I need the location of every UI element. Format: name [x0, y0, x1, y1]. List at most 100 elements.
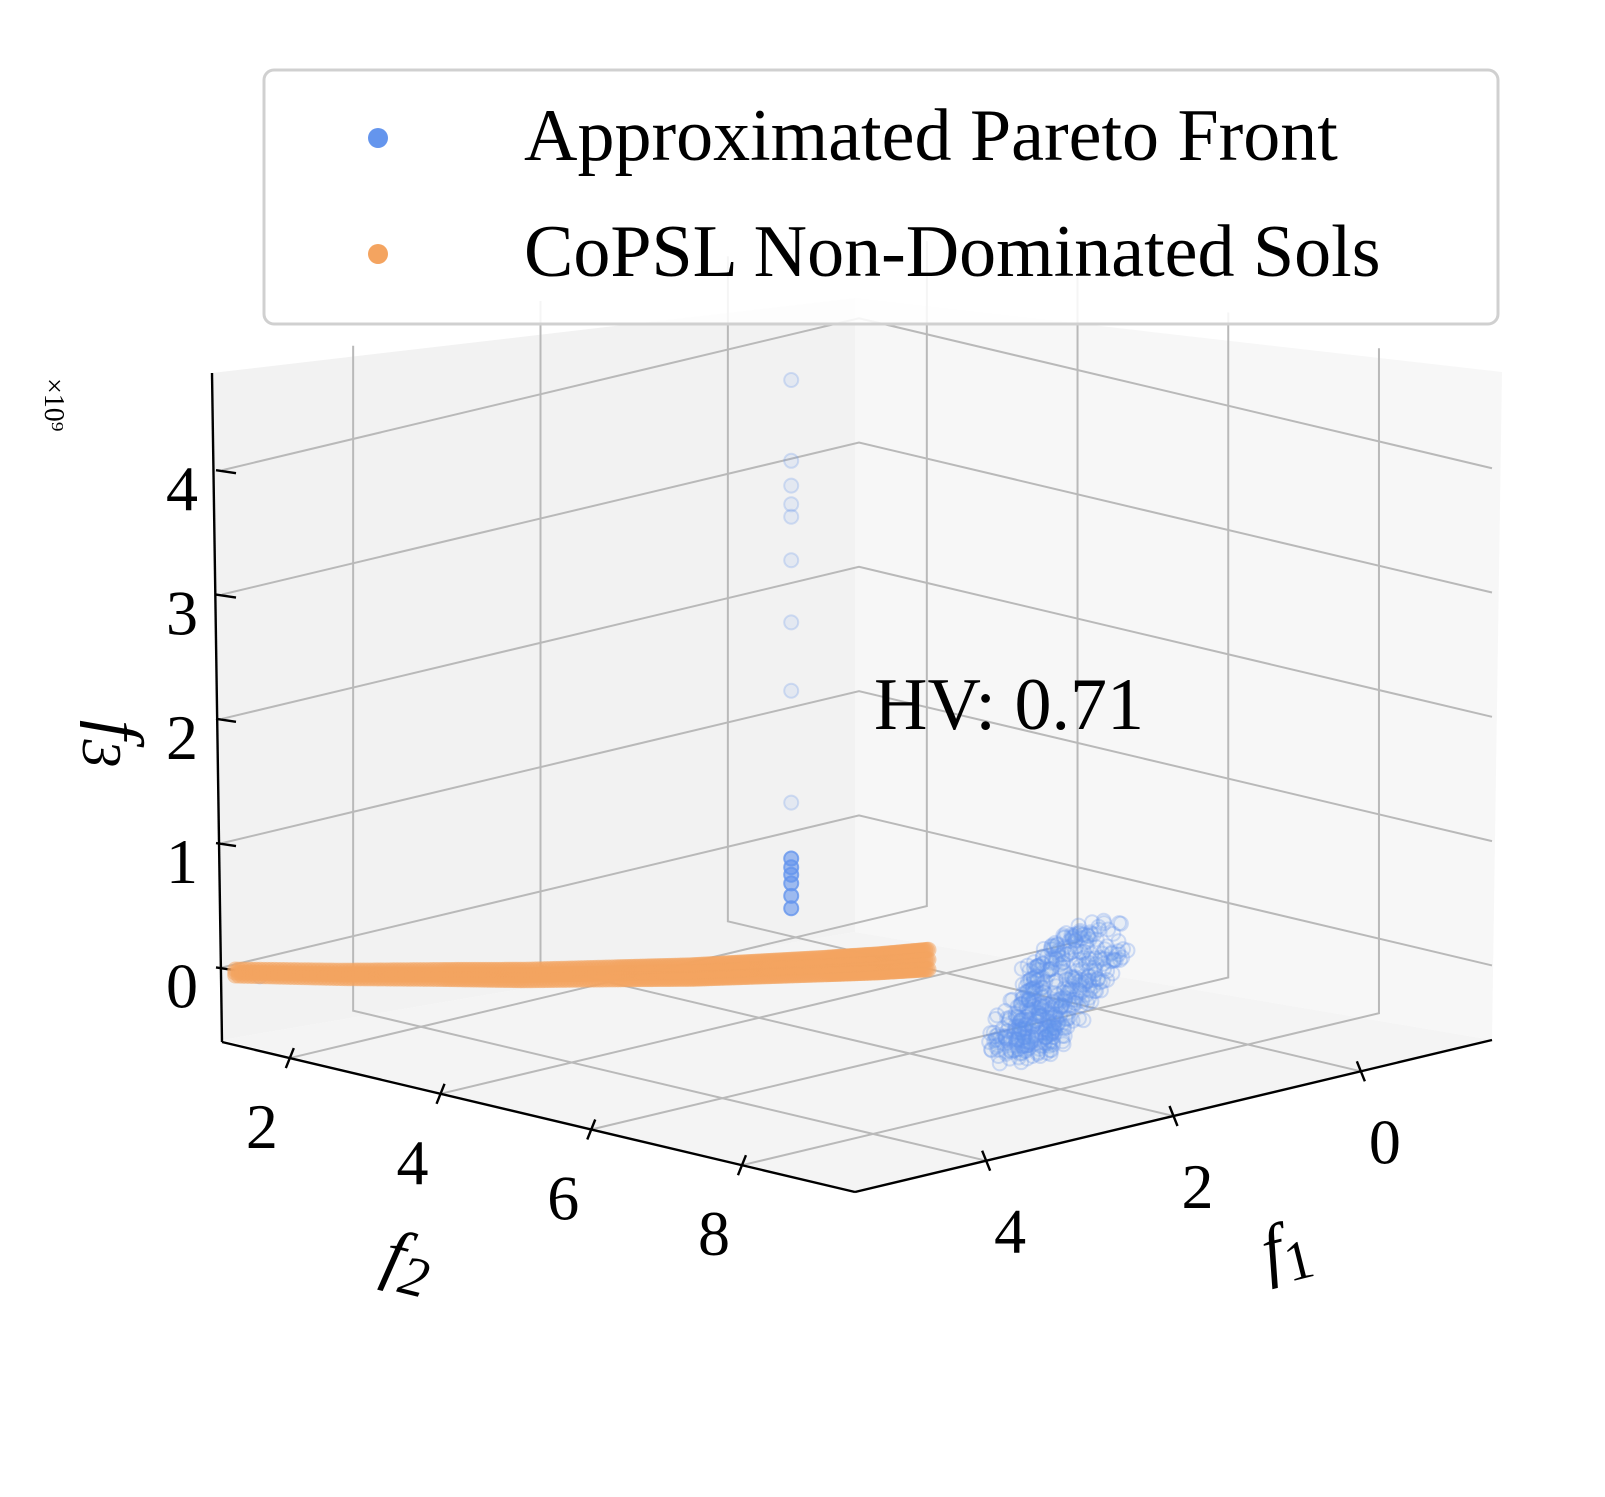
grid-line-f2: [591, 312, 1230, 1131]
hv-annotation: HV: 0.71: [874, 664, 1144, 746]
pareto-front-point: [1054, 949, 1071, 966]
pareto-front-point: [1054, 946, 1071, 963]
pareto-front-point: [1052, 959, 1069, 976]
pareto-front-point: [1092, 982, 1109, 999]
pareto-front-point: [997, 1028, 1014, 1045]
legend-marker-pareto-front: [368, 128, 388, 148]
y-tick-mark: [586, 1119, 597, 1140]
z-tick-mark: [215, 593, 237, 599]
pareto-front-point: [1089, 970, 1106, 987]
pareto-front-point: [1027, 1012, 1044, 1029]
pareto-front-point: [999, 1010, 1016, 1027]
pareto-front-point: [1095, 912, 1112, 929]
pareto-front-point: [1042, 1046, 1059, 1063]
pareto-front-point: [1020, 1036, 1037, 1053]
pareto-front-point: [783, 508, 800, 525]
pareto-front-point: [1045, 1016, 1062, 1033]
pareto-front-point: [988, 1027, 1005, 1044]
pareto-front-point: [1017, 991, 1034, 1008]
pareto-front-point: [1002, 992, 1019, 1009]
pareto-front-point: [1040, 1014, 1057, 1031]
pareto-front-point: [1057, 963, 1074, 980]
pareto-front-point: [1046, 1006, 1063, 1023]
pareto-front-point: [1015, 1011, 1032, 1028]
pareto-front-point: [1047, 995, 1064, 1012]
pareto-front-point: [1000, 1012, 1017, 1029]
pareto-front-point: [1019, 999, 1036, 1016]
pareto-front-point: [1034, 948, 1051, 965]
pareto-front-point: [783, 682, 800, 699]
pareto-front-point: [1020, 1040, 1037, 1057]
pareto-front-point: [1012, 1012, 1029, 1029]
pareto-front-point: [1017, 1011, 1034, 1028]
y-tick-mark: [736, 1154, 748, 1176]
z-tick-mark: [215, 841, 237, 848]
pareto-front-point: [1070, 951, 1087, 968]
pareto-front-point: [1080, 972, 1097, 989]
pareto-front-point: [1080, 968, 1097, 985]
pareto-front-point: [1039, 948, 1056, 965]
grid-line-f1: [352, 345, 987, 1162]
pareto-front-point: [1031, 1007, 1048, 1024]
pareto-front-point: [1012, 996, 1029, 1013]
pareto-front-point: [1031, 995, 1048, 1012]
pareto-front-point: [1099, 971, 1116, 988]
pareto-front-point: [1031, 957, 1048, 974]
pareto-front-point: [1016, 1042, 1033, 1059]
pareto-front-point: [1019, 1050, 1036, 1067]
pareto-front-point: [1020, 1017, 1037, 1034]
pareto-front-point: [1044, 1024, 1061, 1041]
pareto-front-point: [1013, 960, 1030, 977]
pane-faces: [212, 298, 1502, 1192]
pareto-front-point: [1058, 946, 1075, 963]
y-tick-label: 4: [397, 1127, 429, 1198]
pareto-front-point: [1024, 980, 1041, 997]
pareto-front-point: [1064, 930, 1081, 947]
pareto-front-point: [1066, 971, 1083, 988]
pareto-front-point: [1041, 1010, 1058, 1027]
pareto-front-point: [1017, 1037, 1034, 1054]
pareto-front-point: [1067, 932, 1084, 949]
pareto-front-point: [1025, 960, 1042, 977]
pareto-front-point: [1037, 1029, 1054, 1046]
pareto-front-point: [983, 1042, 1000, 1059]
pareto-front-point: [1038, 1044, 1055, 1061]
pareto-front-point: [1055, 1036, 1072, 1053]
pareto-front-point: [1015, 989, 1032, 1006]
x-tick-mark: [981, 1150, 992, 1172]
pareto-front-point: [1071, 982, 1088, 999]
pareto-front-point: [1049, 1011, 1066, 1028]
pareto-front-point: [1045, 1022, 1062, 1039]
pareto-front-point: [1013, 1038, 1030, 1055]
pareto-front-point: [1036, 984, 1053, 1001]
grid-line-f3: [221, 690, 1493, 845]
pareto-front-point: [1060, 946, 1077, 963]
pareto-front-point: [1042, 1033, 1059, 1050]
pareto-front-point: [1001, 1042, 1018, 1059]
pareto-front-point: [1018, 998, 1035, 1015]
pareto-front-point: [1027, 1031, 1044, 1048]
pareto-front-point: [1024, 1018, 1041, 1035]
pareto-front-point: [1029, 958, 1046, 975]
pareto-front-point: [1085, 971, 1102, 988]
pareto-front-point: [1014, 1026, 1031, 1043]
pareto-front-point: [1027, 983, 1044, 1000]
pareto-front-point: [1013, 1020, 1030, 1037]
pareto-front-point: [1023, 1019, 1040, 1036]
copsl-point: [920, 961, 937, 978]
pareto-front-point: [1070, 917, 1087, 934]
pareto-front-point: [1009, 1037, 1026, 1054]
pareto-front-point: [1056, 939, 1073, 956]
grid-line-f3: [221, 814, 1493, 969]
pareto-front-point: [1068, 957, 1085, 974]
pareto-front-point: [1034, 955, 1051, 972]
pareto-front-point: [1048, 978, 1065, 995]
pareto-front-point: [1042, 961, 1059, 978]
grid-line-f3: [221, 565, 1493, 720]
x-axis-label: f1: [1253, 1204, 1320, 1299]
pareto-front-point: [783, 614, 800, 631]
pareto-front-point: [1033, 998, 1050, 1015]
pareto-front-point: [1000, 1034, 1017, 1051]
pareto-front-point: [1064, 1012, 1081, 1029]
pareto-front-point: [1013, 995, 1030, 1012]
